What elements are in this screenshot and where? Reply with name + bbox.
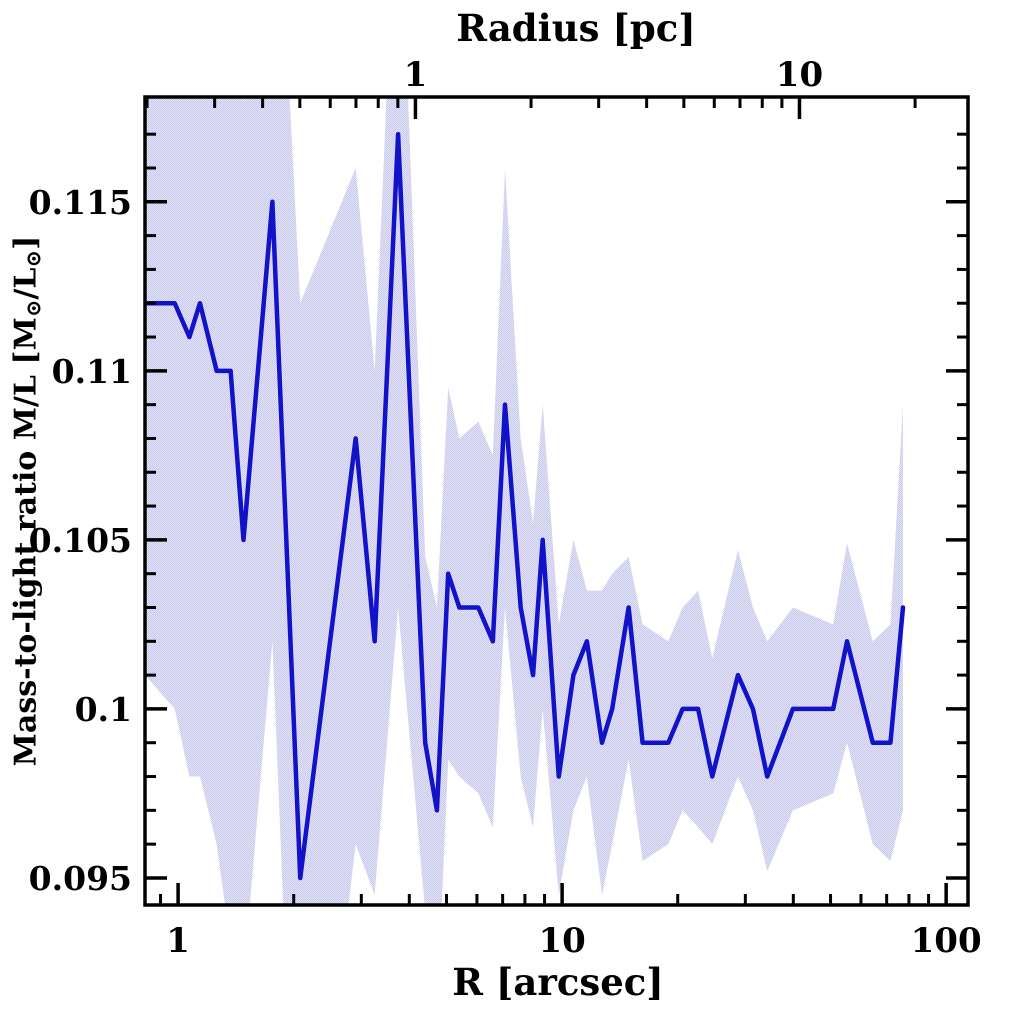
x-tick-label: 10 [538, 921, 585, 961]
axes [143, 95, 970, 907]
ml-curve-line [145, 131, 906, 881]
plot-border [143, 95, 970, 907]
top-tick-label: 1 [404, 55, 428, 95]
y-tick-label: 0.115 [29, 183, 132, 222]
top-tick-label: 10 [776, 55, 823, 95]
y-tick-label: 0.11 [52, 352, 132, 391]
x-axis-title: R [arcsec] [452, 960, 664, 1004]
y-axis-title: Mass-to-light ratio M/L [M⊙/L⊙] [8, 235, 46, 767]
x-tick-label: 1 [166, 921, 190, 961]
error-band [145, 97, 903, 905]
error-band-region [145, 97, 903, 905]
x-tick-label: 100 [911, 921, 982, 961]
y-tick-label: 0.1 [75, 690, 132, 729]
y-tick-label: 0.105 [29, 521, 132, 560]
y-tick-label: 0.095 [29, 859, 132, 898]
sun-symbol: ⊙ [20, 249, 46, 268]
sun-symbol: ⊙ [20, 299, 46, 318]
ml-curve [145, 131, 906, 881]
y-axis-title-text: Mass-to-light ratio M/L [M [8, 317, 44, 767]
top-axis-title: Radius [pc] [456, 6, 696, 50]
